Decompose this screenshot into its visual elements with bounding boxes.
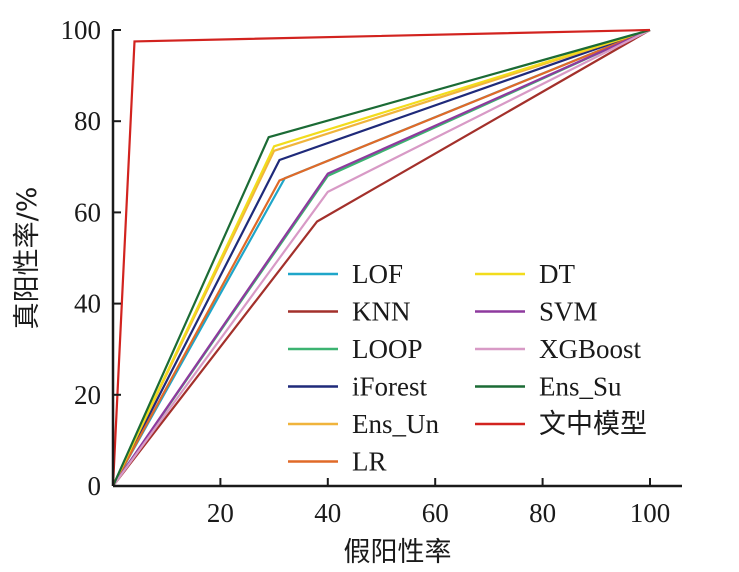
- legend-label-dt: DT: [539, 259, 575, 289]
- legend-label-ens-su: Ens_Su: [539, 372, 622, 402]
- x-ticks: 20 40 60 80 100: [207, 478, 670, 528]
- legend-label-loop: LOOP: [352, 334, 423, 364]
- x-tick-label: 20: [207, 498, 234, 528]
- legend-label-svm: SVM: [539, 297, 598, 327]
- series-line-iforest: [112, 28, 651, 487]
- series-line-lr: [112, 28, 651, 487]
- legend-label-series: 文中模型: [539, 409, 647, 439]
- series-line-ens-su: [111, 28, 651, 487]
- y-tick-label: 100: [61, 15, 102, 45]
- legend-label-knn: KNN: [352, 297, 411, 327]
- series-line-svm: [112, 28, 651, 487]
- axes: [111, 30, 682, 488]
- y-axis-label: 真阳性率/%: [12, 187, 43, 330]
- y-tick-label: 40: [74, 289, 101, 319]
- series-line-series: [111, 28, 651, 487]
- y-tick-label: 80: [74, 106, 101, 136]
- y-tick-label: 60: [74, 197, 101, 227]
- legend-label-xgboost: XGBoost: [539, 334, 642, 364]
- x-tick-label: 100: [630, 498, 671, 528]
- series-layer: [111, 28, 651, 487]
- legend-label-ens-un: Ens_Un: [352, 409, 439, 439]
- y-tick-label: 0: [88, 471, 102, 501]
- x-tick-label: 40: [314, 498, 341, 528]
- legend-label-lr: LR: [352, 447, 387, 477]
- legend: LOF KNN LOOP iForest Ens_Un LR DT SVM XGBoost Ens…: [288, 259, 647, 477]
- y-ticks: 0 20 40 60 80 100: [61, 15, 121, 501]
- series-line-xgboost: [112, 29, 651, 487]
- legend-label-iforest: iForest: [352, 372, 428, 402]
- series-line-dt: [112, 28, 651, 487]
- x-axis-label: 假阳性率: [344, 537, 452, 568]
- legend-label-lof: LOF: [352, 259, 403, 289]
- x-tick-label: 60: [422, 498, 449, 528]
- series-line-knn: [112, 29, 651, 487]
- x-tick-label: 80: [529, 498, 556, 528]
- y-tick-label: 20: [74, 380, 101, 410]
